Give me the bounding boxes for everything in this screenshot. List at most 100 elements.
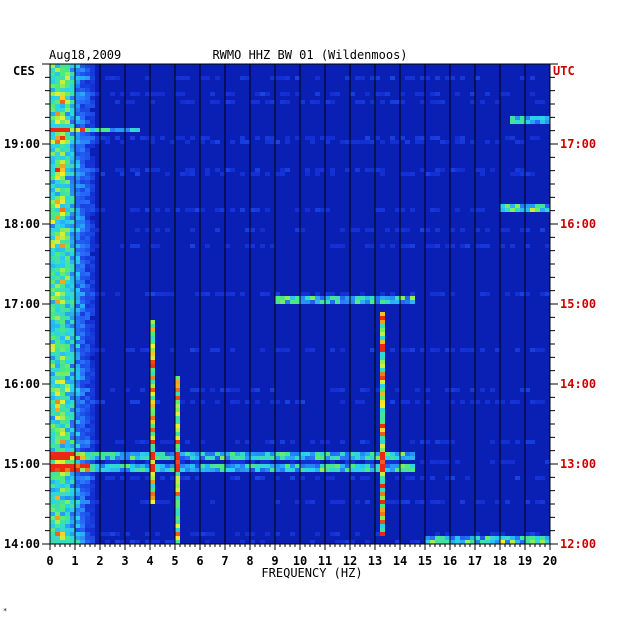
heatmap-cell [80,72,85,76]
heatmap-cell [245,456,250,460]
heatmap-cell [65,284,70,288]
heatmap-cell [325,440,330,444]
heatmap-cell [65,420,70,424]
heatmap-cell [90,392,95,396]
heatmap-cell [65,348,70,352]
heatmap-cell [80,92,85,96]
heatmap-cell [95,452,100,456]
heatmap-cell [185,172,190,176]
heatmap-cell [60,412,65,416]
heatmap-cell [70,308,75,312]
heatmap-cell [175,404,180,408]
heatmap-cell [90,444,95,448]
heatmap-cell [355,456,360,460]
heatmap-cell [285,136,290,140]
heatmap-cell [55,184,60,188]
heatmap-cell [450,348,455,352]
heatmap-cell [265,100,270,104]
heatmap-cell [75,372,80,376]
heatmap-cell [55,468,60,472]
heatmap-cell [75,268,80,272]
heatmap-cell [365,140,370,144]
heatmap-cell [50,372,55,376]
heatmap-cell [165,440,170,444]
heatmap-cell [380,336,385,340]
heatmap-cell [70,536,75,540]
heatmap-cell [480,100,485,104]
heatmap-cell [80,228,85,232]
x-tick-label: 16 [443,554,457,568]
heatmap-cell [175,508,180,512]
heatmap-cell [540,292,545,296]
heatmap-cell [50,200,55,204]
heatmap-cell [470,388,475,392]
heatmap-cell [65,224,70,228]
heatmap-cell [440,440,445,444]
heatmap-cell [450,76,455,80]
heatmap-cell [65,316,70,320]
heatmap-cell [70,436,75,440]
heatmap-cell [395,468,400,472]
heatmap-cell [80,300,85,304]
heatmap-cell [405,140,410,144]
heatmap-cell [230,100,235,104]
heatmap-cell [190,348,195,352]
heatmap-cell [55,424,60,428]
x-tick-label: 1 [71,554,78,568]
heatmap-cell [150,492,155,496]
heatmap-cell [435,540,440,544]
heatmap-cell [340,388,345,392]
heatmap-cell [460,140,465,144]
heatmap-cell [55,292,60,296]
heatmap-cell [75,452,80,456]
heatmap-cell [55,140,60,144]
heatmap-cell [90,384,95,388]
heatmap-cell [55,504,60,508]
heatmap-cell [325,468,330,472]
heatmap-cell [305,172,310,176]
heatmap-cell [85,156,90,160]
heatmap-cell [530,540,535,544]
x-tick-label: 14 [393,554,407,568]
heatmap-cell [70,408,75,412]
heatmap-cell [65,128,70,132]
heatmap-cell [75,504,80,508]
heatmap-cell [490,540,495,544]
heatmap-cell [75,436,80,440]
heatmap-cell [70,528,75,532]
heatmap-cell [240,456,245,460]
heatmap-cell [55,212,60,216]
heatmap-cell [65,332,70,336]
heatmap-cell [55,148,60,152]
x-tick-label: 12 [343,554,357,568]
heatmap-cell [80,168,85,172]
heatmap-cell [470,92,475,96]
heatmap-cell [495,348,500,352]
heatmap-cell [75,236,80,240]
heatmap-cell [330,464,335,468]
heatmap-cell [70,344,75,348]
heatmap-cell [75,384,80,388]
heatmap-cell [50,244,55,248]
chart-title: RWMO HHZ BW 01 (Wildenmoos) [212,48,407,62]
heatmap-cell [190,460,195,464]
heatmap-cell [515,116,520,120]
heatmap-cell [65,212,70,216]
heatmap-cell [315,168,320,172]
heatmap-cell [80,140,85,144]
heatmap-cell [90,496,95,500]
heatmap-cell [85,368,90,372]
heatmap-cell [60,108,65,112]
heatmap-cell [50,192,55,196]
heatmap-cell [80,256,85,260]
heatmap-cell [60,180,65,184]
heatmap-cell [315,172,320,176]
heatmap-cell [55,196,60,200]
heatmap-cell [330,388,335,392]
heatmap-cell [505,540,510,544]
heatmap-cell [75,336,80,340]
heatmap-cell [315,476,320,480]
heatmap-cell [155,244,160,248]
heatmap-cell [530,208,535,212]
